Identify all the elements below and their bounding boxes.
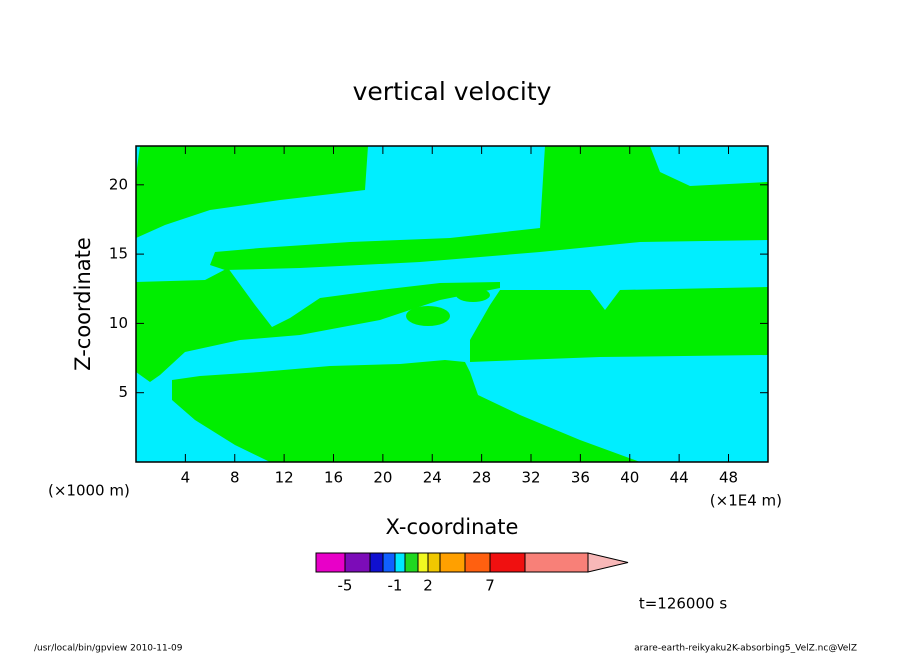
contour-region [172, 360, 640, 462]
y-tick-label: 10 [109, 314, 128, 332]
y-tick-label: 15 [109, 245, 128, 263]
time-label: t=126000 s [639, 595, 727, 613]
x-unit-label: (×1E4 m) [710, 492, 782, 510]
contour-region [406, 306, 450, 326]
colorbar-tick-label: 7 [485, 577, 495, 595]
x-axis-title: X-coordinate [386, 515, 519, 539]
colorbar-tick-label: 2 [423, 577, 433, 595]
footer: arare-earth-reikyaku2K-absorbing5_VelZ.n… [634, 644, 857, 654]
x-tick-label: 28 [472, 469, 491, 487]
x-tick-label: 40 [620, 469, 639, 487]
x-tick-label: 44 [670, 469, 689, 487]
colorbar-segment [489, 552, 526, 573]
x-tick-label: 24 [423, 469, 442, 487]
y-tick-label: 20 [109, 175, 128, 193]
footer: /usr/local/bin/gpview 2010-11-09 [34, 644, 183, 654]
colorbar-segment [464, 552, 491, 573]
y-axis-title: Z-coordinate [71, 237, 95, 371]
chart-title: vertical velocity [353, 77, 552, 106]
colorbar-tick-label: -5 [338, 577, 353, 595]
contour-regions-high [136, 146, 768, 462]
x-tick-label: 12 [275, 469, 294, 487]
contour-region [454, 362, 462, 382]
x-tick-label: 36 [571, 469, 590, 487]
contour-region [470, 287, 768, 362]
contour-region [136, 146, 368, 238]
colorbar-segment [344, 552, 371, 573]
colorbar-segment [394, 552, 406, 573]
x-tick-label: 4 [181, 469, 191, 487]
colorbar: -5 -1 2 7 [315, 552, 629, 595]
x-tick-label: 16 [324, 469, 343, 487]
colorbar-tick-label: -1 [388, 577, 403, 595]
colorbar-segment [382, 552, 396, 573]
colorbar-segment [315, 552, 346, 573]
y-tick-label: 5 [118, 383, 128, 401]
colorbar-segment [439, 552, 466, 573]
colorbar-segment [524, 552, 589, 573]
x-tick-label: 32 [521, 469, 540, 487]
colorbar-segment [404, 552, 419, 573]
contour-region [210, 146, 768, 270]
x-unit-label: (×1000 m) [48, 482, 130, 500]
x-tick-label: 48 [719, 469, 738, 487]
contour-region-low [595, 275, 620, 292]
contour-region [456, 288, 490, 302]
plot-area [135, 145, 769, 463]
colorbar-arrow [587, 552, 629, 573]
plot-frame [135, 145, 769, 463]
colorbar-segment [369, 552, 384, 573]
colorbar-segment [427, 552, 441, 573]
colorbar-segment [417, 552, 429, 573]
contour-region [136, 268, 500, 382]
x-tick-label: 8 [230, 469, 240, 487]
x-tick-label: 20 [373, 469, 392, 487]
